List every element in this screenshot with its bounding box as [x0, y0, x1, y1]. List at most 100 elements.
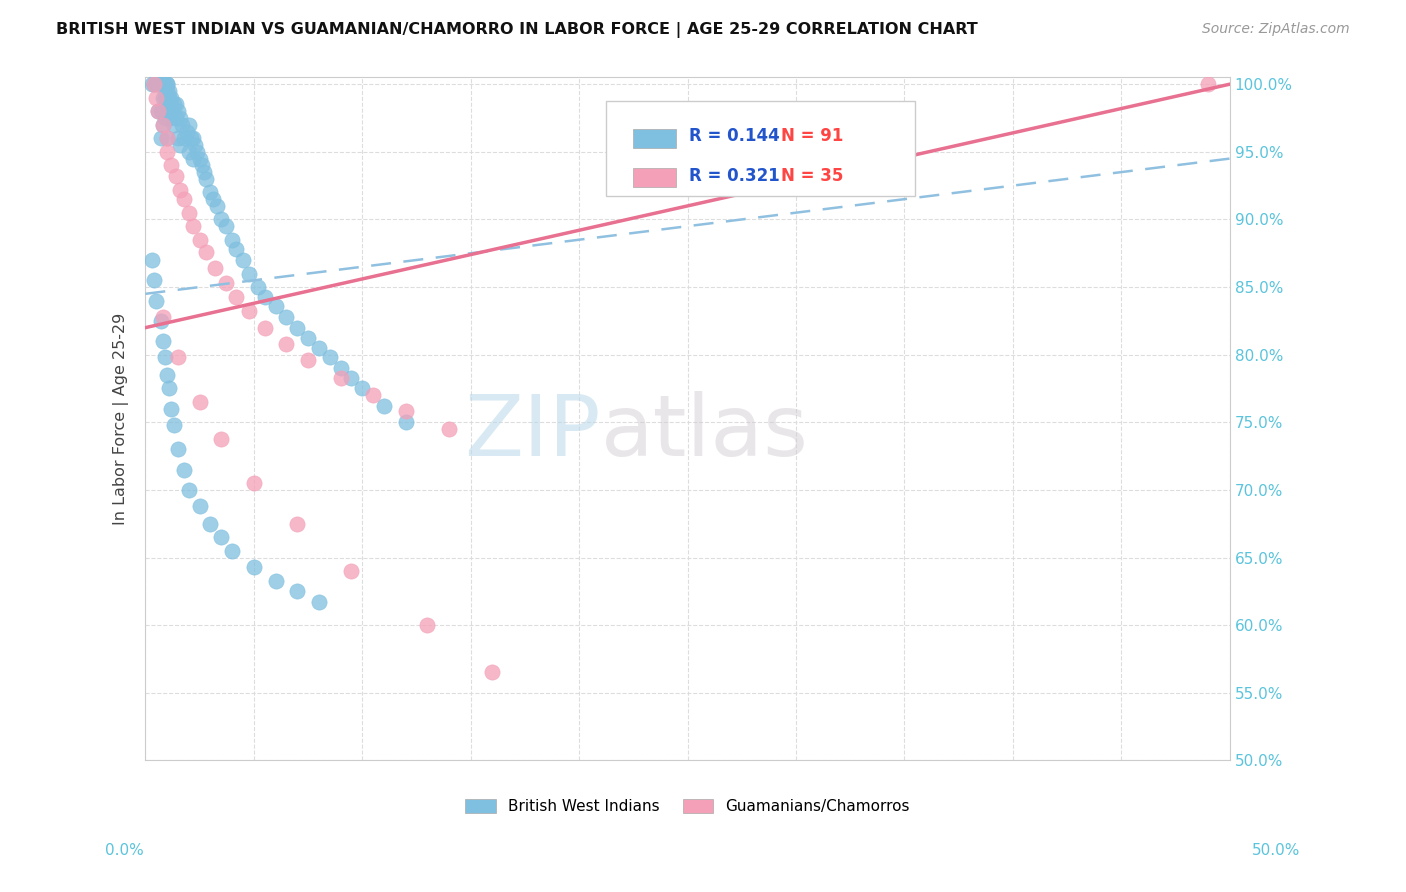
Point [209, 530, 232, 544]
Point [193, 165, 215, 179]
Point [156, 145, 179, 159]
Point [416, 618, 439, 632]
Point [165, 111, 187, 125]
Point [156, 131, 179, 145]
Point [153, 351, 176, 365]
Point [152, 118, 174, 132]
FancyBboxPatch shape [633, 169, 676, 187]
Point [225, 242, 247, 256]
Point [148, 77, 170, 91]
Point [195, 172, 218, 186]
Point [221, 233, 243, 247]
Point [153, 111, 176, 125]
Point [394, 404, 416, 418]
Point [160, 401, 183, 416]
Point [214, 276, 236, 290]
Point [340, 370, 363, 384]
Point [176, 124, 198, 138]
Point [188, 499, 211, 513]
Point [352, 382, 374, 396]
Text: R = 0.321: R = 0.321 [689, 167, 779, 185]
Text: 50.0%: 50.0% [1253, 843, 1301, 858]
FancyBboxPatch shape [606, 102, 915, 195]
Point [181, 219, 204, 234]
Text: N = 91: N = 91 [780, 128, 844, 145]
Point [221, 543, 243, 558]
Point [141, 77, 163, 91]
Point [149, 131, 172, 145]
Point [156, 77, 179, 91]
FancyBboxPatch shape [633, 128, 676, 148]
Point [195, 244, 218, 259]
Point [157, 111, 180, 125]
Point [186, 145, 208, 159]
Point [156, 91, 179, 105]
Point [141, 252, 163, 267]
Point [162, 118, 184, 132]
Point [180, 131, 202, 145]
Legend: British West Indians, Guamanians/Chamorros: British West Indians, Guamanians/Chamorr… [465, 799, 910, 814]
Point [143, 77, 166, 91]
Point [247, 280, 270, 294]
Point [167, 351, 190, 365]
Point [214, 219, 236, 234]
Point [177, 483, 200, 497]
Point [200, 186, 222, 200]
Point [172, 118, 194, 132]
Point [145, 91, 167, 105]
Point [169, 111, 191, 125]
Point [156, 131, 179, 145]
Point [204, 261, 226, 276]
Point [340, 564, 363, 578]
Point [200, 516, 222, 531]
Point [165, 97, 187, 112]
Point [153, 77, 176, 91]
Point [167, 442, 190, 457]
Text: atlas: atlas [600, 391, 808, 474]
Point [177, 145, 200, 159]
Point [329, 361, 352, 376]
Point [297, 353, 319, 368]
Point [149, 77, 172, 91]
Point [148, 104, 170, 119]
Point [394, 415, 416, 429]
Point [169, 183, 191, 197]
Point [238, 304, 260, 318]
Point [181, 131, 204, 145]
Text: 0.0%: 0.0% [105, 843, 145, 858]
Point [264, 299, 287, 313]
Point [253, 320, 276, 334]
Point [209, 212, 232, 227]
Point [157, 91, 180, 105]
Point [276, 310, 298, 324]
Point [285, 584, 308, 599]
Point [243, 560, 266, 574]
Point [191, 158, 214, 172]
Point [188, 395, 211, 409]
Text: N = 35: N = 35 [780, 167, 844, 185]
Point [201, 192, 224, 206]
Point [188, 152, 211, 166]
Point [149, 104, 172, 119]
Point [152, 118, 174, 132]
Point [173, 192, 195, 206]
Point [169, 138, 191, 153]
Point [285, 320, 308, 334]
Point [173, 462, 195, 476]
Point [160, 104, 183, 119]
Point [156, 368, 179, 382]
Point [276, 336, 298, 351]
Point [481, 665, 503, 680]
Point [297, 331, 319, 345]
Point [308, 595, 330, 609]
Point [319, 351, 342, 365]
Point [152, 310, 174, 324]
Point [156, 104, 179, 119]
Point [205, 199, 228, 213]
Point [143, 273, 166, 287]
Point [156, 77, 179, 91]
Point [145, 293, 167, 308]
Point [437, 422, 460, 436]
Point [1197, 77, 1219, 91]
Point [238, 267, 260, 281]
